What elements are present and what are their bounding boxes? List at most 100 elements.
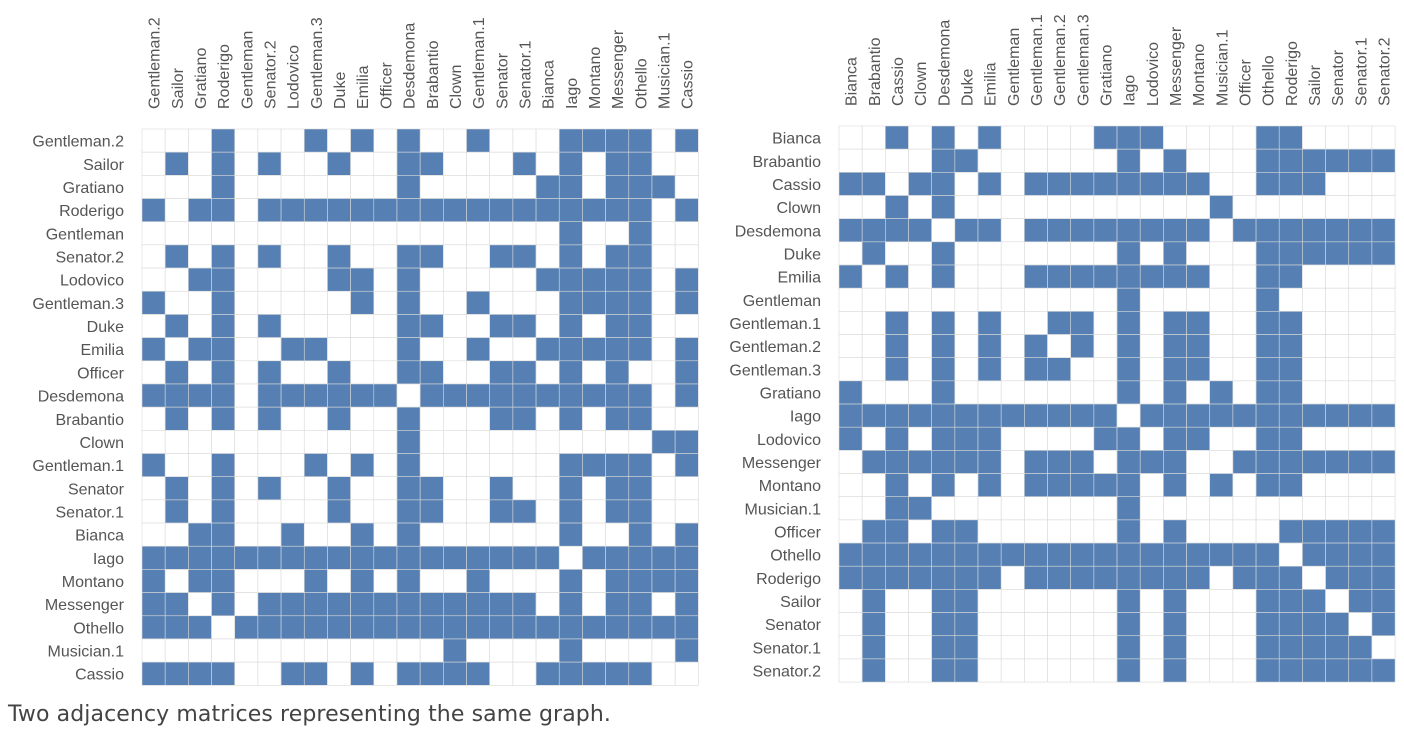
empty-cell <box>466 221 490 246</box>
empty-cell <box>1070 357 1095 382</box>
edge-cell <box>1163 403 1187 428</box>
empty-cell <box>443 476 467 501</box>
edge-cell <box>651 175 676 199</box>
empty-cell <box>303 406 328 431</box>
empty-cell <box>954 311 979 335</box>
row-label: Messenger <box>45 597 125 614</box>
edge-cell <box>674 592 699 617</box>
empty-cell <box>489 175 514 199</box>
empty-cell <box>954 357 979 382</box>
empty-cell <box>373 638 398 663</box>
edge-cell <box>908 172 932 196</box>
empty-cell <box>466 499 490 524</box>
edge-cell <box>1163 380 1187 405</box>
empty-cell <box>257 453 282 477</box>
edge-cell <box>1116 450 1141 474</box>
empty-cell <box>1024 311 1048 335</box>
edge-cell <box>605 545 630 570</box>
edge-cell <box>489 198 514 223</box>
edge-cell <box>1302 612 1326 637</box>
empty-cell <box>141 522 166 547</box>
empty-cell <box>1348 357 1373 382</box>
edge-cell <box>1116 565 1141 590</box>
empty-cell <box>908 658 932 683</box>
empty-cell <box>954 334 979 358</box>
empty-cell <box>141 175 166 199</box>
empty-cell <box>373 453 398 477</box>
empty-cell <box>838 658 863 683</box>
edge-cell <box>1371 403 1396 428</box>
empty-cell <box>1070 519 1095 544</box>
edge-cell <box>1209 473 1234 498</box>
edge-cell <box>373 545 398 570</box>
edge-cell <box>1278 334 1303 358</box>
empty-cell <box>466 360 490 385</box>
empty-cell <box>1302 496 1326 521</box>
empty-cell <box>861 334 886 358</box>
empty-cell <box>188 406 212 431</box>
edge-cell <box>605 290 630 315</box>
empty-cell <box>1070 426 1095 451</box>
column-label: Gratiano <box>193 48 210 109</box>
edge-cell <box>674 615 699 640</box>
empty-cell <box>466 267 490 292</box>
edge-cell <box>466 383 490 408</box>
empty-cell <box>1000 125 1025 150</box>
empty-cell <box>280 151 305 176</box>
edge-cell <box>558 290 583 315</box>
empty-cell <box>327 221 351 246</box>
empty-cell <box>327 128 351 153</box>
empty-cell <box>861 148 886 173</box>
edge-cell <box>605 244 630 269</box>
column-label: Sailor <box>1307 64 1324 106</box>
empty-cell <box>1000 473 1025 498</box>
edge-cell <box>977 357 1002 382</box>
edge-cell <box>257 406 282 431</box>
empty-cell <box>1070 380 1095 405</box>
edge-cell <box>1047 357 1072 382</box>
empty-cell <box>977 264 1002 289</box>
edge-cell <box>535 267 560 292</box>
empty-cell <box>931 496 956 521</box>
edge-cell <box>350 522 375 547</box>
edge-cell <box>931 311 956 335</box>
edge-cell <box>211 406 236 431</box>
edge-cell <box>303 383 328 408</box>
edge-cell <box>977 172 1002 196</box>
row-label: Senator.2 <box>753 664 822 681</box>
row-label: Desdemona <box>38 389 124 406</box>
empty-cell <box>1209 287 1234 312</box>
edge-cell <box>838 403 863 428</box>
empty-cell <box>954 496 979 521</box>
empty-cell <box>535 360 560 385</box>
empty-cell <box>977 519 1002 544</box>
edge-cell <box>350 383 375 408</box>
empty-cell <box>1232 473 1257 498</box>
edge-cell <box>1325 658 1350 683</box>
edge-cell <box>396 430 421 454</box>
row-label: Musician.1 <box>48 644 125 661</box>
empty-cell <box>327 453 351 477</box>
row-label: Musician.1 <box>745 501 822 518</box>
edge-cell <box>605 383 630 408</box>
row-label: Sailor <box>83 157 125 174</box>
edge-cell <box>1255 589 1280 613</box>
empty-cell <box>1232 172 1257 196</box>
empty-cell <box>1209 426 1234 451</box>
empty-cell <box>535 569 560 593</box>
edge-cell <box>1232 403 1257 428</box>
row-label: Senator.1 <box>56 504 125 521</box>
edge-cell <box>396 545 421 570</box>
empty-cell <box>257 175 282 199</box>
edge-cell <box>303 615 328 640</box>
empty-cell <box>489 430 514 454</box>
empty-cell <box>651 383 676 408</box>
edge-cell <box>1047 172 1072 196</box>
edge-cell <box>1348 635 1373 660</box>
edge-cell <box>1163 241 1187 266</box>
edge-cell <box>558 221 583 246</box>
edge-cell <box>861 542 886 567</box>
column-label: Desdemona <box>402 23 419 109</box>
empty-cell <box>257 499 282 524</box>
edge-cell <box>280 383 305 408</box>
